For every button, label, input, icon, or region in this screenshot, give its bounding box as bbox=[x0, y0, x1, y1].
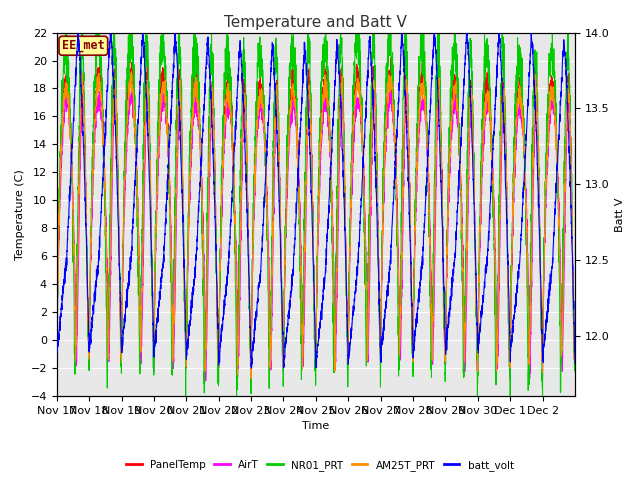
Title: Temperature and Batt V: Temperature and Batt V bbox=[225, 15, 407, 30]
X-axis label: Time: Time bbox=[302, 421, 330, 432]
Legend: PanelTemp, AirT, NR01_PRT, AM25T_PRT, batt_volt: PanelTemp, AirT, NR01_PRT, AM25T_PRT, ba… bbox=[122, 456, 518, 475]
Y-axis label: Batt V: Batt V bbox=[615, 197, 625, 231]
Y-axis label: Temperature (C): Temperature (C) bbox=[15, 169, 25, 260]
Text: EE_met: EE_met bbox=[62, 39, 105, 52]
